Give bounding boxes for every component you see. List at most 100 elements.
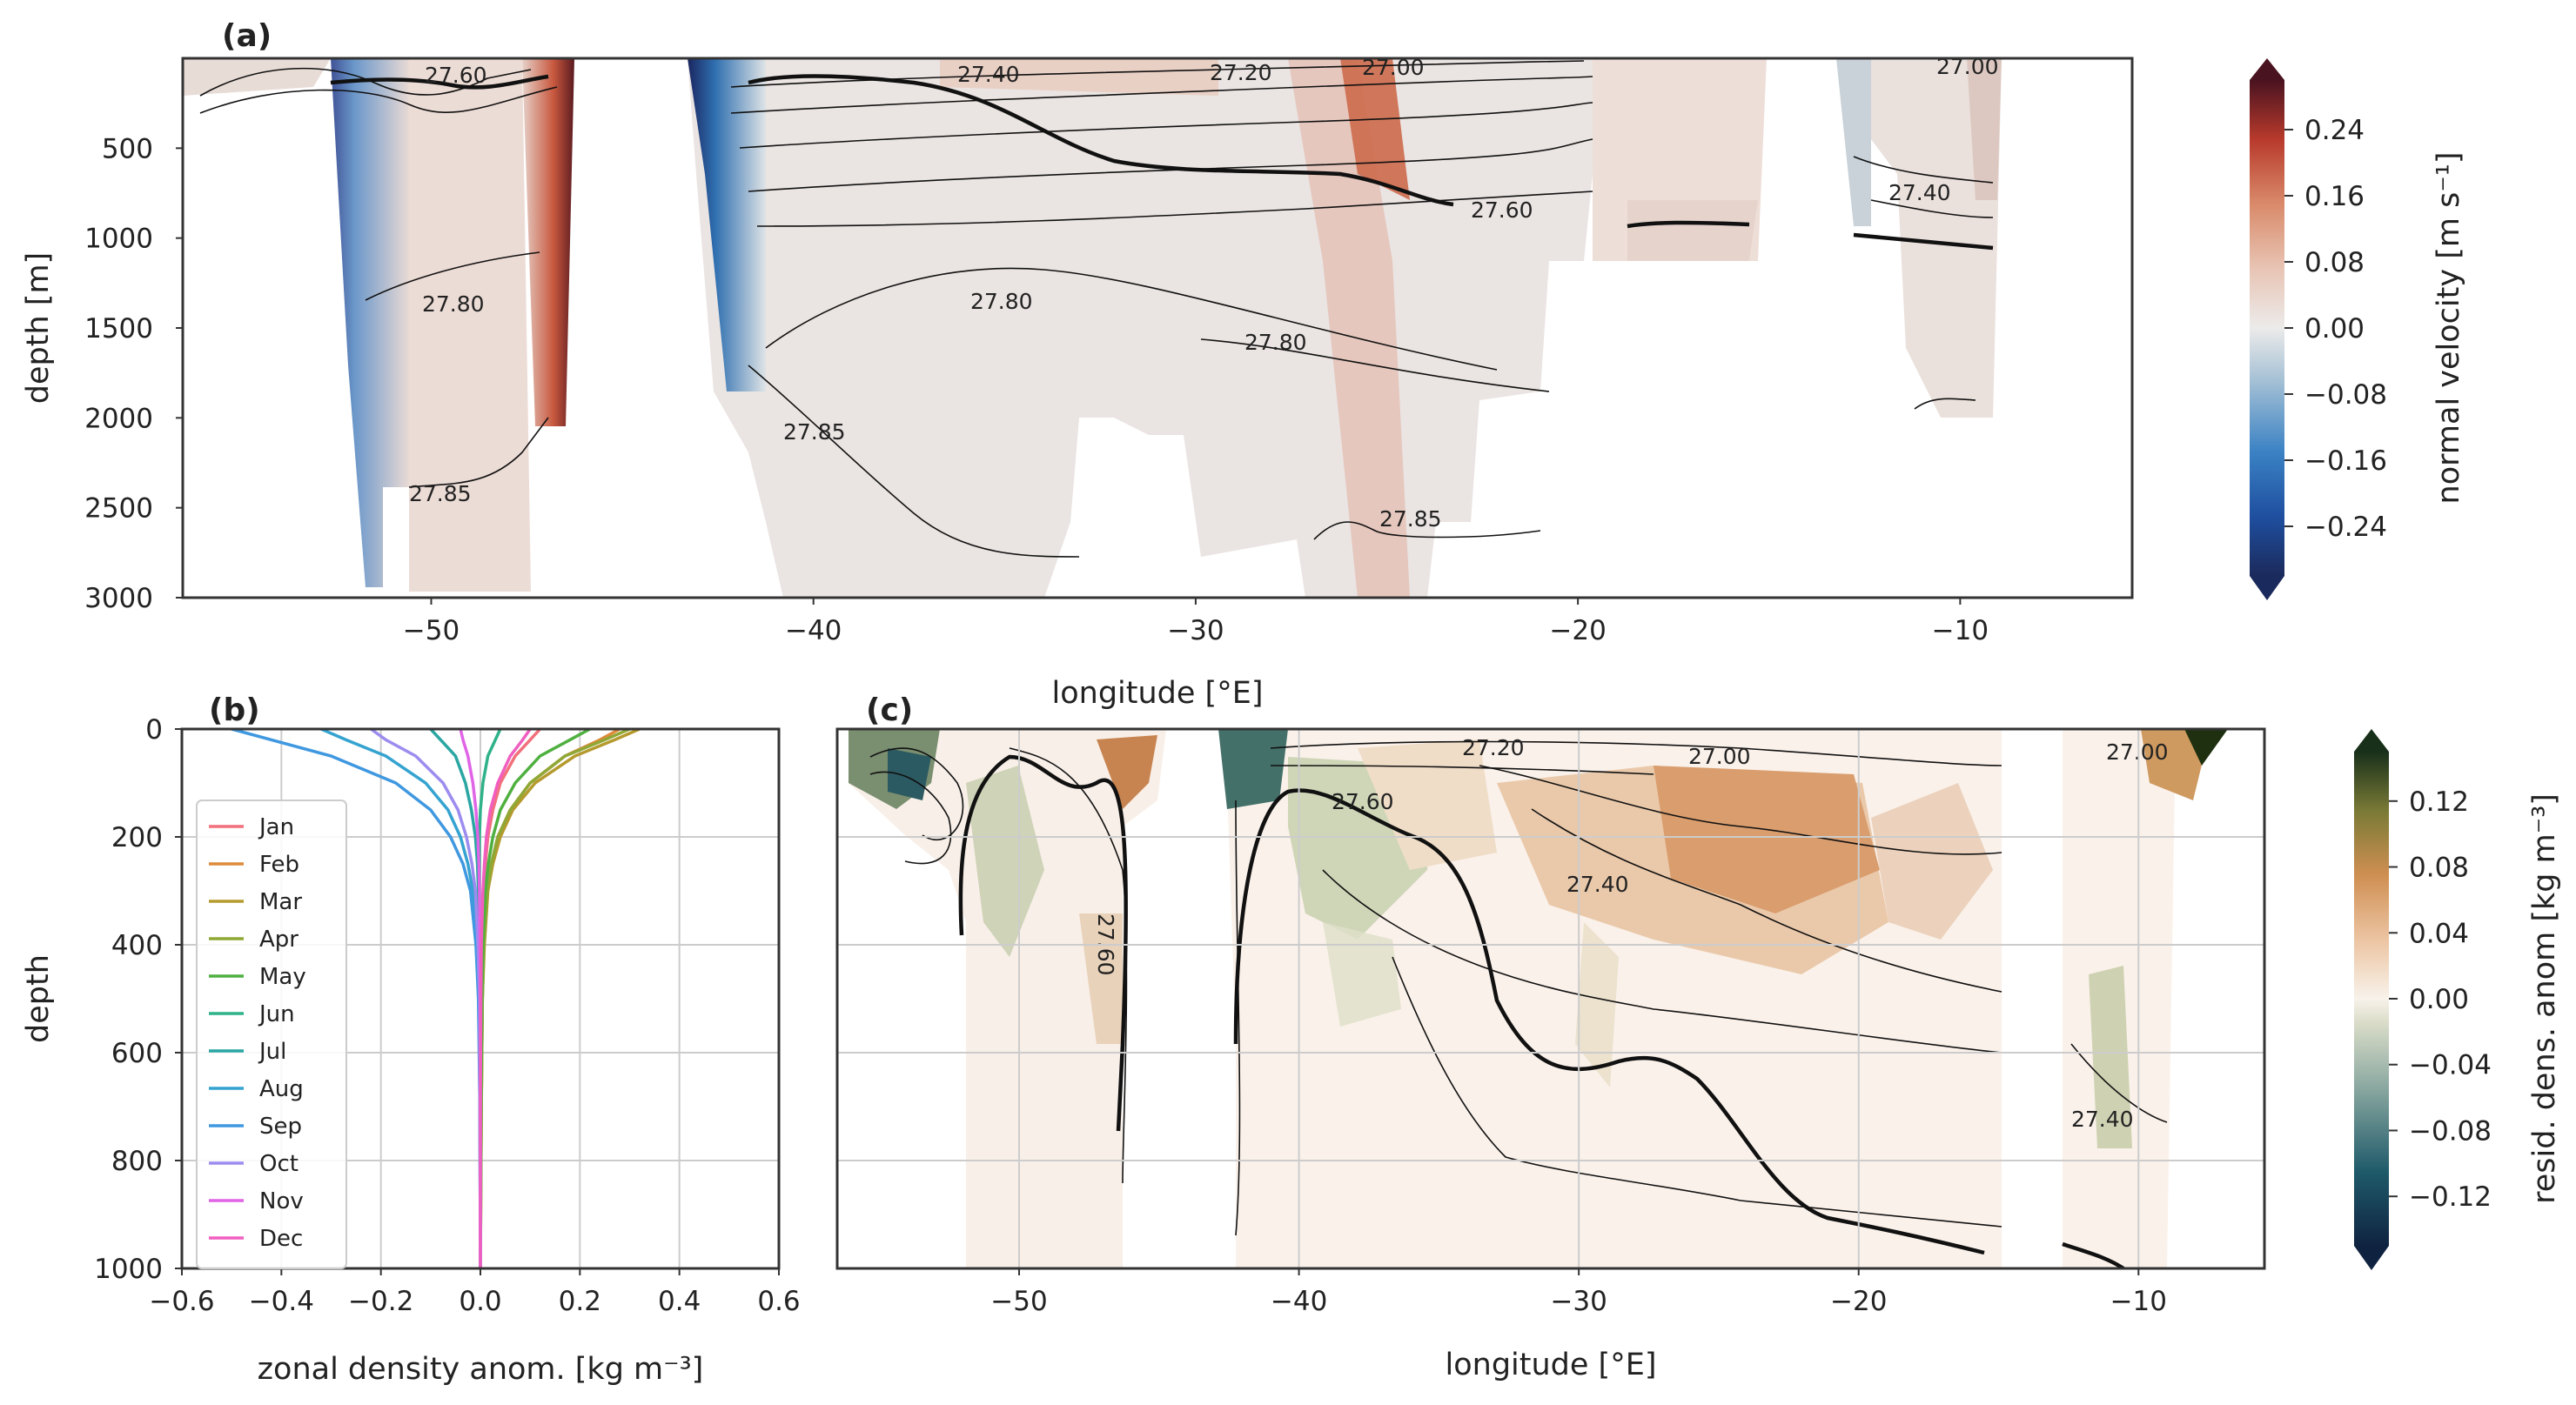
contour-label: 27.60	[1471, 197, 1533, 223]
x-tick-label: −30	[1167, 615, 1224, 646]
legend-label: May	[259, 964, 306, 990]
legend-label: Dec	[259, 1226, 303, 1252]
panel-a-colorbar-label: normal velocity [m s⁻¹]	[2432, 152, 2466, 505]
panel-b-y-label: depth	[21, 954, 56, 1043]
contour-label: 27.00	[1936, 54, 1999, 79]
y-tick-label: 2500	[84, 493, 153, 525]
x-tick-label: −40	[785, 615, 842, 646]
panel-b-legend: Jan Feb Mar Apr May Jun Jul Aug Sep Oct Nov Dec	[196, 800, 347, 1269]
colorbar-tick-label: 0.08	[2304, 247, 2365, 278]
colorbar-tick-label: 0.24	[2304, 115, 2365, 146]
panel-b: (b) −0.6 −0.4 −0.2 0.0 0.2 0.4 0.6 0 200 400 600 8…	[21, 692, 801, 1387]
contour-label: 27.60	[425, 63, 487, 88]
panel-c: 27.20 27.00 27.00 27.60 27.40 27.60 27.4…	[835, 692, 2562, 1382]
y-tick-label: 0	[145, 714, 163, 746]
contour-label: 27.40	[1888, 180, 1951, 205]
x-tick-label: −50	[990, 1286, 1047, 1317]
contour-label: 27.40	[1566, 872, 1629, 897]
panel-a-y-label: depth [m]	[21, 252, 56, 404]
legend-label: Oct	[259, 1151, 299, 1177]
panel-b-x-label: zonal density anom. [kg m⁻³]	[258, 1352, 704, 1387]
contour-label: 27.80	[422, 291, 485, 317]
colorbar-tick-label: 0.04	[2409, 918, 2469, 949]
x-tick-label: −0.6	[149, 1286, 214, 1317]
legend-label: Feb	[259, 852, 299, 878]
panel-c-colorbar-label: resid. dens. anom [kg m⁻³]	[2527, 793, 2562, 1204]
y-tick-label: 600	[111, 1038, 163, 1069]
panel-b-label: (b)	[209, 692, 260, 728]
legend-label: Nov	[259, 1188, 304, 1214]
colorbar-tick-label: 0.12	[2409, 786, 2469, 818]
panel-a-x-label: longitude [°E]	[1052, 676, 1264, 711]
panel-a: 27.60 27.40 27.20 27.00 27.00 27.40 27.6…	[21, 18, 2466, 711]
legend-label: Aug	[259, 1076, 304, 1102]
contour-label: 27.80	[1244, 330, 1307, 355]
panel-c-colorbar: 0.12 0.08 0.04 0.00 −0.04 −0.08 −0.12 resid. d…	[2354, 729, 2562, 1270]
panel-c-label: (c)	[866, 692, 913, 728]
panel-a-x-ticks: −50 −40 −30 −20 −10	[403, 598, 1989, 646]
legend-label: Jun	[258, 1001, 295, 1027]
legend-label: Mar	[259, 889, 302, 915]
contour-label: 27.20	[1462, 735, 1525, 760]
y-tick-label: 800	[111, 1146, 163, 1177]
x-tick-label: 0.0	[459, 1286, 501, 1317]
colorbar-tick-label: −0.24	[2304, 512, 2387, 543]
colorbar-tick-label: 0.00	[2304, 313, 2365, 345]
panel-c-grid	[837, 729, 2264, 1268]
x-tick-label: −10	[1932, 615, 1989, 646]
legend-label: Sep	[259, 1114, 302, 1140]
contour-label: 27.85	[409, 481, 472, 506]
contour-label: 27.80	[970, 289, 1033, 314]
colorbar-tick-label: 0.00	[2409, 984, 2469, 1015]
contour-label: 27.00	[1362, 55, 1425, 80]
colorbar-tick-label: −0.16	[2304, 445, 2387, 477]
x-tick-label: −20	[1830, 1286, 1887, 1317]
series-line-dec	[479, 729, 532, 1268]
x-tick-label: −20	[1549, 615, 1606, 646]
legend-box	[196, 800, 347, 1269]
x-tick-label: −50	[403, 615, 460, 646]
panel-a-label: (a)	[222, 18, 272, 54]
contour-label: 27.85	[783, 419, 846, 445]
contour-label: 27.40	[2071, 1107, 2134, 1132]
x-tick-label: −0.4	[249, 1286, 314, 1317]
x-tick-label: −0.2	[348, 1286, 413, 1317]
panel-a-y-ticks: 500 1000 1500 2000 2500 3000	[84, 133, 183, 614]
contour-label: 27.00	[2106, 739, 2169, 765]
y-tick-label: 400	[111, 930, 163, 961]
x-tick-label: 0.2	[559, 1286, 601, 1317]
contour-label: 27.60	[1332, 789, 1394, 814]
colorbar-tick-label: 0.16	[2304, 181, 2365, 212]
colorbar-tick-label: −0.12	[2409, 1181, 2492, 1213]
contour-label: 27.20	[1210, 60, 1272, 85]
x-tick-label: −10	[2110, 1286, 2167, 1317]
y-tick-label: 2000	[84, 403, 153, 434]
colorbar-tick-label: −0.08	[2304, 379, 2387, 411]
panel-a-field: 27.60 27.40 27.20 27.00 27.00 27.40 27.6…	[183, 54, 2002, 598]
legend-label: Apr	[259, 927, 299, 953]
x-tick-label: −30	[1550, 1286, 1607, 1317]
legend-label: Jul	[258, 1039, 286, 1065]
y-tick-label: 3000	[84, 583, 153, 614]
panel-c-field: 27.20 27.00 27.00 27.60 27.40 27.60 27.4…	[837, 729, 2264, 1268]
panel-c-x-ticks: −50 −40 −30 −20 −10	[990, 1268, 2167, 1317]
panel-c-frame	[835, 727, 2266, 1270]
contour-label: 27.40	[957, 62, 1020, 87]
panel-b-x-ticks: −0.6 −0.4 −0.2 0.0 0.2 0.4 0.6	[149, 1268, 801, 1317]
panel-a-colorbar: 0.24 0.16 0.08 0.00 −0.08 −0.16 −0.24 normal v…	[2250, 58, 2466, 600]
x-tick-label: −40	[1271, 1286, 1327, 1317]
y-tick-label: 500	[102, 133, 153, 164]
contour-label: 27.00	[1688, 744, 1751, 769]
colorbar-tick-label: 0.08	[2409, 853, 2469, 884]
y-tick-label: 1500	[84, 313, 153, 345]
colorbar-tick-label: −0.04	[2409, 1050, 2492, 1081]
y-tick-label: 200	[111, 822, 163, 853]
panel-b-lines	[231, 729, 641, 1268]
x-tick-label: 0.4	[658, 1286, 701, 1317]
colorbar-tick-label: −0.08	[2409, 1115, 2492, 1147]
y-tick-label: 1000	[94, 1254, 163, 1285]
contour-label: 27.85	[1379, 506, 1442, 532]
panel-c-x-label: longitude [°E]	[1446, 1348, 1657, 1382]
panel-b-y-ticks: 0 200 400 600 800 1000	[94, 714, 182, 1285]
